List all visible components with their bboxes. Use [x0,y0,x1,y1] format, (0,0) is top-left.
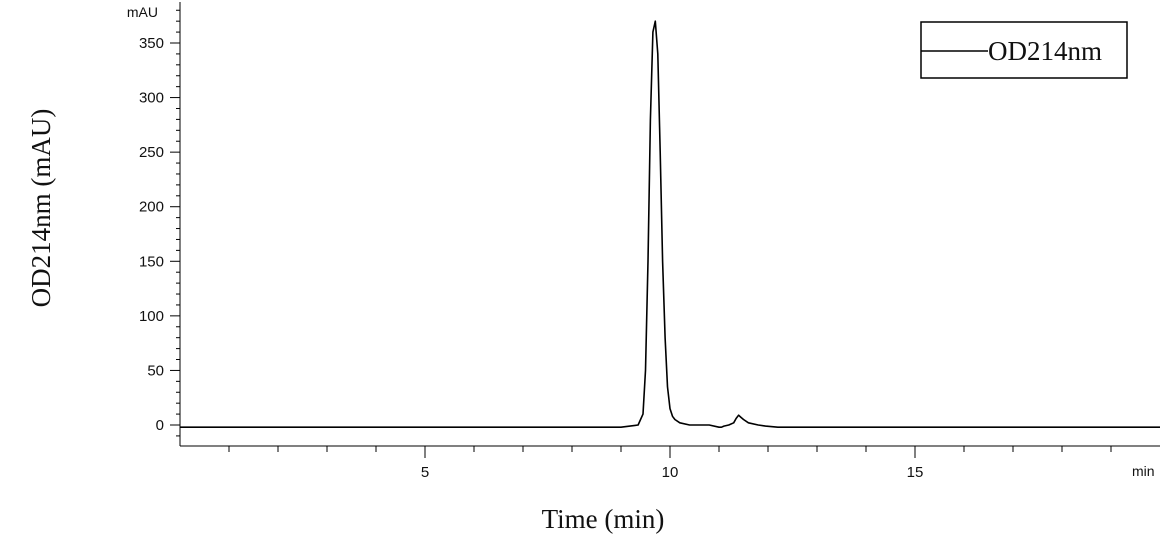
x-axis-title: Time (min) [542,504,665,534]
legend-entry-od214nm: OD214nm [988,36,1102,66]
y-tick-label: 200 [139,199,164,216]
x-tick-label: 15 [907,464,924,481]
x-axis: 5 10 15 [180,445,1160,481]
legend-box [920,21,1128,79]
y-tick-label: 250 [139,144,164,161]
y-tick-label: 350 [139,35,164,52]
y-unit-label: mAU [127,4,158,20]
y-tick-label: 150 [139,253,164,270]
x-tick-label: 5 [421,464,429,481]
plot-area [180,20,1160,428]
legend: OD214nm [920,21,1128,79]
y-tick-label: 300 [139,90,164,107]
y-axis: 0 50 100 150 200 250 300 350 [139,2,181,446]
x-tick-label: 10 [662,464,679,481]
y-tick-label: 100 [139,308,164,325]
y-axis-title: OD214nm (mAU) [26,109,56,308]
x-unit-label: min [1132,463,1155,479]
series-line-od214nm [180,20,1160,428]
y-tick-label: 50 [147,362,164,379]
y-tick-label: 0 [156,417,164,434]
